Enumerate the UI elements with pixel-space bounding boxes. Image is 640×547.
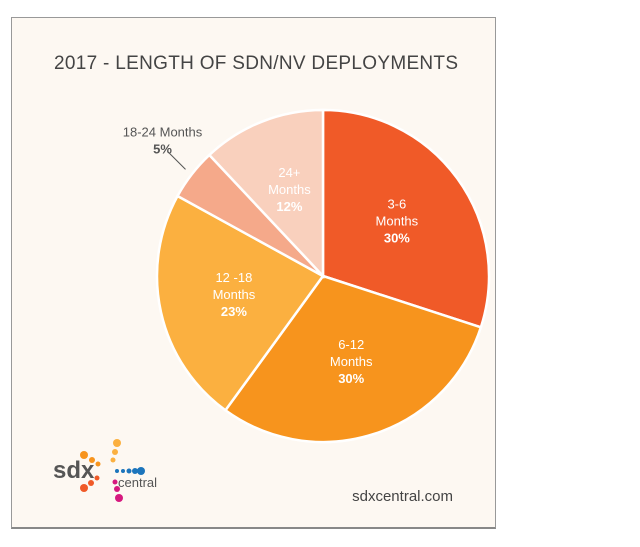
pie-slice: [207, 108, 325, 280]
slice-label: 18-24 Months: [123, 124, 203, 139]
slice-label: 24+: [278, 165, 300, 180]
slice-percent: 5%: [153, 141, 172, 156]
slice-percent: 30%: [338, 371, 364, 386]
slice-percent: 23%: [221, 304, 247, 319]
slice-percent: 30%: [384, 230, 410, 245]
slice-label: Months: [268, 182, 311, 197]
site-url: sdxcentral.com: [352, 488, 453, 505]
pie-slice: [321, 108, 491, 329]
pie-slice: [155, 194, 325, 413]
slice-label: Months: [330, 354, 373, 369]
leader-line: [167, 151, 186, 170]
chart-title: 2017 - LENGTH OF SDN/NV DEPLOYMENTS: [54, 53, 459, 74]
slice-label: 3-6: [387, 196, 406, 211]
sdxcentral-logo: sdx central: [53, 439, 157, 502]
slice-label: Months: [213, 287, 256, 302]
slice-label: Months: [376, 213, 419, 228]
svg-text:sdx: sdx: [53, 457, 95, 484]
slice-label: 12 -18: [215, 270, 252, 285]
slice-percent: 12%: [276, 199, 302, 214]
pie-slice: [223, 274, 483, 444]
slice-label: 6-12: [338, 337, 364, 352]
svg-text:central: central: [118, 475, 157, 490]
